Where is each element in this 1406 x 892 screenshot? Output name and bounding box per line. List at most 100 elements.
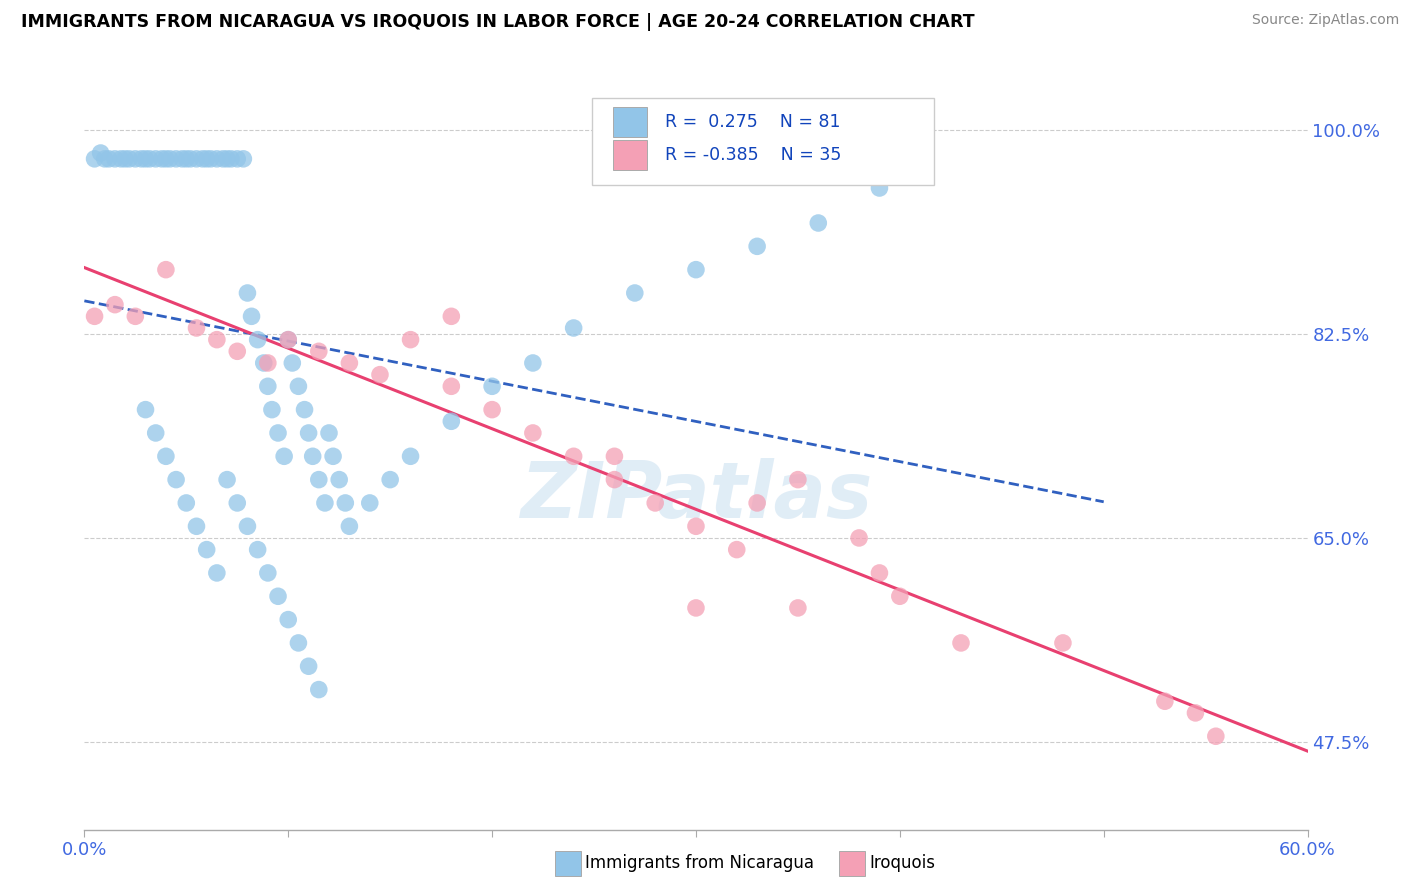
Point (481, 379, 503, 393)
Point (950, 636, 973, 650)
Point (83, 152, 105, 166)
Point (440, 379, 463, 393)
Point (90, 146, 112, 161)
Point (522, 356, 544, 370)
Point (145, 152, 167, 166)
Point (318, 425, 340, 440)
Point (848, 531, 870, 545)
Point (217, 152, 239, 166)
Point (277, 613, 299, 627)
Point (159, 152, 181, 166)
Point (685, 601, 707, 615)
Point (281, 356, 304, 370)
Point (522, 425, 544, 440)
Point (787, 473, 810, 487)
Point (226, 344, 249, 359)
FancyBboxPatch shape (592, 98, 935, 186)
Point (104, 152, 127, 166)
Point (368, 368, 391, 382)
Point (195, 152, 218, 166)
Text: ZIPatlas: ZIPatlas (520, 458, 872, 534)
Point (328, 473, 350, 487)
Point (186, 519, 208, 533)
Point (380, 473, 402, 487)
Point (93, 152, 115, 166)
Point (240, 310, 263, 324)
Point (155, 262, 177, 277)
Point (155, 450, 177, 464)
Point (257, 566, 280, 580)
Point (787, 601, 810, 615)
Point (246, 333, 269, 347)
Point (135, 402, 157, 417)
FancyBboxPatch shape (613, 139, 647, 170)
Point (298, 659, 321, 673)
Point (685, 519, 707, 533)
Point (191, 152, 214, 166)
Point (481, 402, 503, 417)
Point (339, 519, 361, 533)
Point (277, 333, 299, 347)
Point (644, 496, 666, 510)
Point (118, 152, 141, 166)
Point (339, 356, 361, 370)
Point (399, 333, 422, 347)
Point (747, 496, 769, 510)
Point (603, 473, 626, 487)
Point (685, 262, 707, 277)
Point (124, 310, 146, 324)
Text: Immigrants from Nicaragua: Immigrants from Nicaragua (585, 855, 814, 872)
Point (217, 473, 239, 487)
Point (267, 425, 290, 440)
Point (257, 356, 280, 370)
Point (205, 333, 228, 347)
Point (172, 152, 194, 166)
Point (114, 152, 136, 166)
Point (603, 450, 626, 464)
Point (145, 425, 167, 440)
Point (236, 285, 259, 300)
Point (150, 152, 173, 166)
Point (232, 152, 254, 166)
Point (226, 152, 249, 166)
Point (186, 321, 208, 335)
Point (205, 566, 228, 580)
Point (807, 216, 830, 230)
Point (138, 152, 160, 166)
Point (869, 181, 891, 195)
Point (322, 450, 344, 464)
Point (298, 425, 321, 440)
Point (314, 496, 336, 510)
Point (104, 298, 127, 312)
Point (97, 152, 120, 166)
Point (287, 379, 309, 393)
Point (253, 356, 276, 370)
Point (308, 473, 330, 487)
Point (359, 496, 381, 510)
Point (335, 496, 357, 510)
Point (205, 152, 228, 166)
Text: Source: ZipAtlas.com: Source: ZipAtlas.com (1251, 13, 1399, 28)
Point (308, 682, 330, 697)
Point (725, 542, 748, 557)
Point (260, 402, 283, 417)
Point (562, 450, 585, 464)
Point (440, 310, 463, 324)
Point (165, 473, 187, 487)
Text: IMMIGRANTS FROM NICARAGUA VS IROQUOIS IN LABOR FORCE | AGE 20-24 CORRELATION CHA: IMMIGRANTS FROM NICARAGUA VS IROQUOIS IN… (21, 13, 974, 31)
Point (273, 450, 295, 464)
Point (83, 310, 105, 324)
Point (200, 152, 222, 166)
Point (186, 152, 208, 166)
Point (277, 333, 299, 347)
Point (174, 496, 197, 510)
Text: R = -0.385    N = 35: R = -0.385 N = 35 (665, 145, 842, 164)
Point (257, 379, 280, 393)
Point (440, 414, 463, 428)
Point (624, 285, 647, 300)
Point (212, 152, 235, 166)
Point (226, 496, 249, 510)
Point (124, 152, 146, 166)
Point (219, 152, 242, 166)
Point (246, 542, 269, 557)
